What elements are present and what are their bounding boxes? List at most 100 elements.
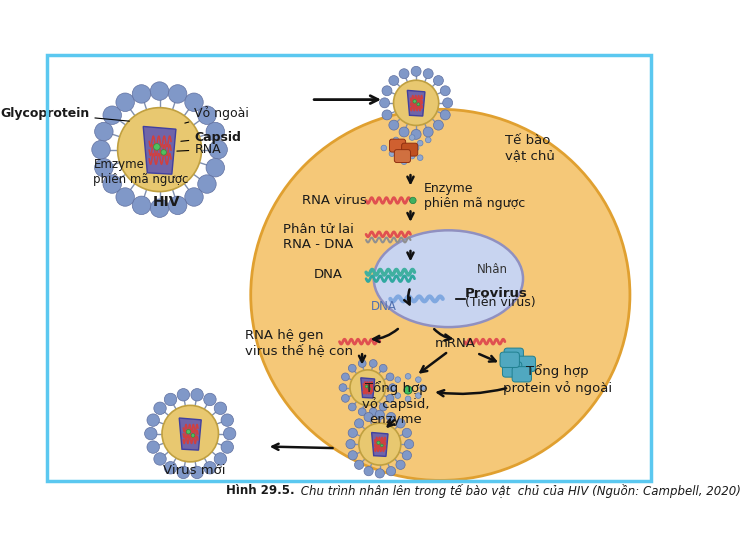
Circle shape bbox=[341, 395, 350, 402]
Text: Vỏ ngoài: Vỏ ngoài bbox=[185, 106, 249, 123]
Circle shape bbox=[369, 408, 378, 415]
Circle shape bbox=[223, 428, 236, 440]
Circle shape bbox=[165, 393, 177, 406]
Circle shape bbox=[147, 414, 159, 426]
Circle shape bbox=[198, 175, 216, 193]
Circle shape bbox=[94, 159, 113, 177]
FancyBboxPatch shape bbox=[402, 143, 418, 156]
Circle shape bbox=[204, 462, 216, 474]
Text: (Tiền virus): (Tiền virus) bbox=[464, 296, 535, 310]
Circle shape bbox=[391, 385, 396, 391]
Circle shape bbox=[168, 196, 187, 214]
Circle shape bbox=[359, 408, 366, 415]
Circle shape bbox=[162, 406, 218, 462]
Text: Glycoprotein: Glycoprotein bbox=[0, 107, 129, 121]
Circle shape bbox=[417, 103, 420, 106]
Circle shape bbox=[377, 441, 380, 444]
Text: Provirus: Provirus bbox=[464, 287, 528, 300]
Circle shape bbox=[359, 423, 401, 465]
Circle shape bbox=[413, 145, 419, 151]
Text: Tổng hợp
protein vỏ ngoài: Tổng hợp protein vỏ ngoài bbox=[503, 365, 612, 395]
Circle shape bbox=[386, 395, 394, 402]
FancyBboxPatch shape bbox=[504, 348, 523, 364]
Ellipse shape bbox=[374, 230, 523, 327]
Circle shape bbox=[399, 127, 409, 137]
Circle shape bbox=[132, 196, 151, 214]
Circle shape bbox=[206, 159, 224, 177]
Circle shape bbox=[348, 403, 356, 411]
Circle shape bbox=[161, 150, 166, 155]
Circle shape bbox=[355, 460, 364, 469]
FancyBboxPatch shape bbox=[512, 366, 532, 382]
Polygon shape bbox=[407, 90, 425, 116]
Circle shape bbox=[381, 444, 384, 447]
Circle shape bbox=[116, 188, 134, 206]
Circle shape bbox=[415, 393, 421, 398]
Circle shape bbox=[413, 100, 417, 103]
Circle shape bbox=[364, 467, 373, 476]
Circle shape bbox=[368, 387, 371, 390]
Circle shape bbox=[402, 428, 411, 437]
Circle shape bbox=[355, 419, 364, 428]
Text: Tế bào
vật chủ: Tế bào vật chủ bbox=[505, 134, 555, 162]
Circle shape bbox=[206, 122, 224, 141]
Circle shape bbox=[359, 360, 366, 368]
Circle shape bbox=[387, 467, 396, 476]
Circle shape bbox=[396, 460, 405, 469]
Circle shape bbox=[177, 388, 190, 401]
Circle shape bbox=[401, 143, 407, 148]
Circle shape bbox=[198, 106, 216, 125]
Circle shape bbox=[379, 364, 387, 372]
Circle shape bbox=[348, 364, 356, 372]
Text: RNA virus: RNA virus bbox=[301, 194, 366, 207]
Circle shape bbox=[191, 466, 203, 479]
Circle shape bbox=[147, 441, 159, 453]
Circle shape bbox=[382, 110, 392, 120]
Polygon shape bbox=[371, 433, 388, 456]
Circle shape bbox=[186, 430, 190, 434]
Circle shape bbox=[399, 69, 409, 79]
Circle shape bbox=[418, 155, 423, 160]
Circle shape bbox=[415, 377, 421, 382]
Circle shape bbox=[440, 110, 450, 120]
Circle shape bbox=[214, 402, 226, 414]
Circle shape bbox=[401, 159, 407, 165]
Circle shape bbox=[369, 360, 378, 368]
Circle shape bbox=[381, 145, 387, 151]
Circle shape bbox=[132, 85, 151, 103]
Circle shape bbox=[395, 393, 401, 398]
Circle shape bbox=[350, 370, 386, 406]
Text: DNA: DNA bbox=[371, 300, 397, 314]
Circle shape bbox=[348, 428, 357, 437]
Text: Emzyme
phiên mã ngược: Emzyme phiên mã ngược bbox=[94, 158, 189, 186]
Circle shape bbox=[402, 451, 411, 460]
Circle shape bbox=[92, 141, 110, 159]
Polygon shape bbox=[179, 418, 202, 450]
FancyBboxPatch shape bbox=[516, 356, 535, 371]
FancyBboxPatch shape bbox=[502, 362, 522, 377]
FancyBboxPatch shape bbox=[394, 150, 411, 163]
Circle shape bbox=[387, 413, 396, 422]
Circle shape bbox=[150, 82, 169, 100]
Circle shape bbox=[418, 141, 423, 146]
Circle shape bbox=[442, 98, 453, 108]
Circle shape bbox=[116, 93, 134, 111]
Circle shape bbox=[154, 402, 166, 414]
Circle shape bbox=[396, 419, 405, 428]
Circle shape bbox=[395, 377, 401, 382]
Circle shape bbox=[411, 66, 421, 76]
Circle shape bbox=[221, 414, 233, 426]
Circle shape bbox=[375, 469, 384, 478]
Circle shape bbox=[379, 403, 387, 411]
Circle shape bbox=[425, 137, 431, 143]
Text: Tổng hợp
vỏ capsid,
enzyme: Tổng hợp vỏ capsid, enzyme bbox=[362, 381, 430, 426]
Text: Capsid: Capsid bbox=[181, 131, 241, 144]
Circle shape bbox=[191, 388, 203, 401]
Circle shape bbox=[204, 393, 216, 406]
Circle shape bbox=[389, 151, 395, 156]
Circle shape bbox=[168, 85, 187, 103]
Circle shape bbox=[154, 453, 166, 465]
Circle shape bbox=[185, 188, 203, 206]
Circle shape bbox=[185, 93, 203, 111]
Circle shape bbox=[177, 466, 190, 479]
